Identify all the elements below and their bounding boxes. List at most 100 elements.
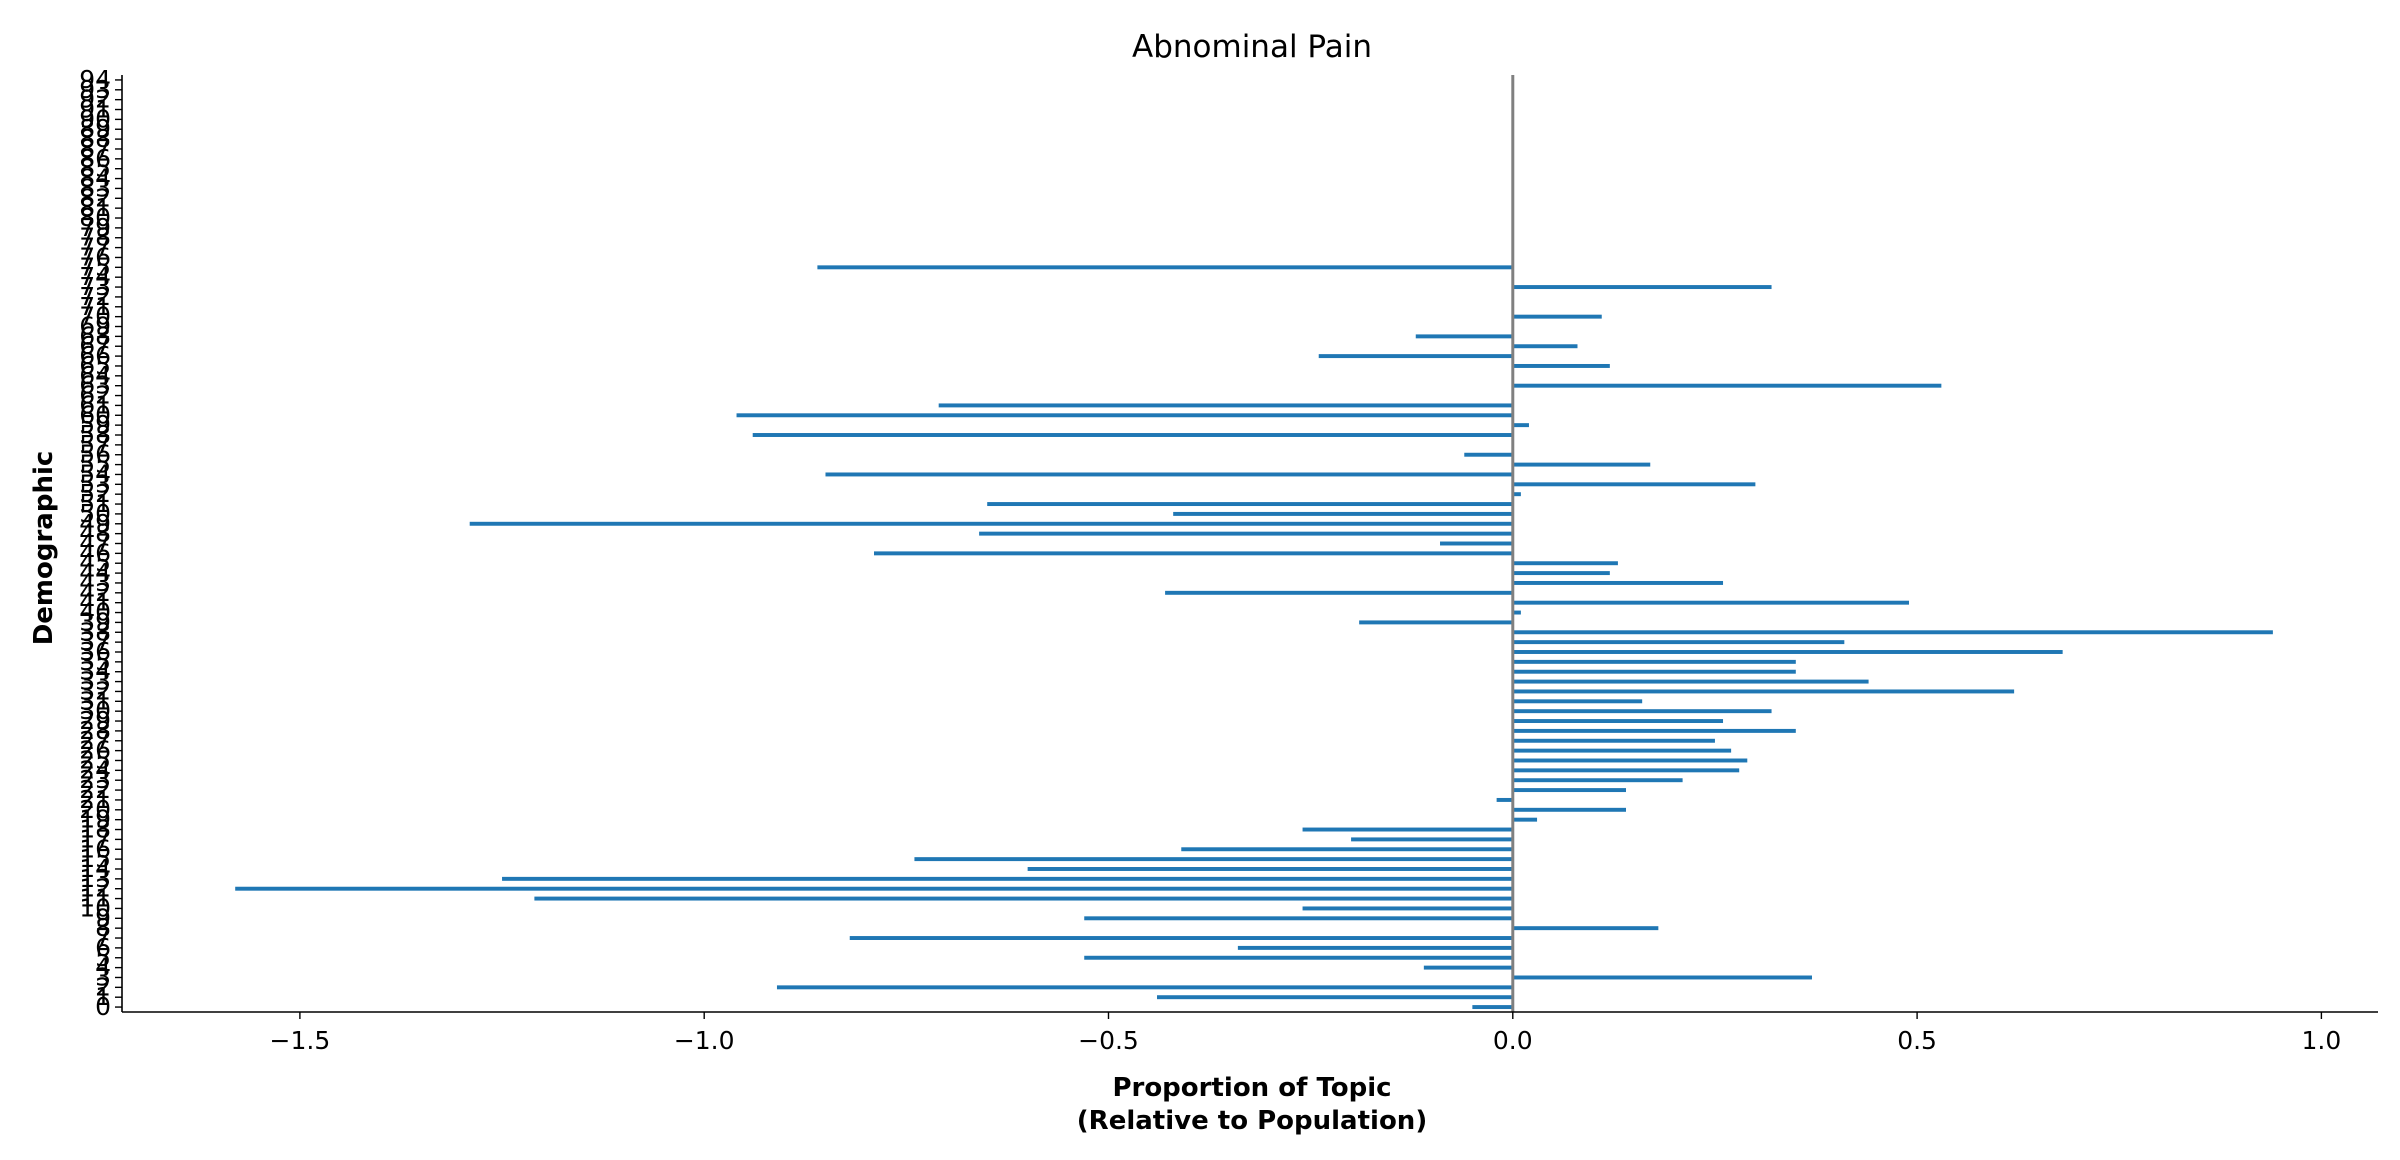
- bars-group: [235, 265, 2273, 1010]
- bar-17: [1351, 837, 1513, 842]
- chart-title: Abnominal Pain: [1132, 29, 1372, 65]
- bar-52: [1512, 492, 1521, 497]
- y-tick-label-66: 66: [79, 341, 111, 370]
- y-tick-label-15: 15: [79, 844, 111, 873]
- bar-29: [1512, 719, 1724, 724]
- y-tick-label-69: 69: [79, 312, 111, 341]
- y-tick-label-23: 23: [79, 765, 111, 794]
- bar-45: [1512, 561, 1618, 566]
- x-tick-label-1: −1.0: [674, 1026, 735, 1055]
- y-tick-label-8: 8: [95, 913, 111, 942]
- y-tick-label-93: 93: [79, 75, 111, 104]
- y-tick-label-89: 89: [79, 114, 111, 143]
- bar-27: [1512, 738, 1715, 743]
- y-tick-label-47: 47: [79, 529, 111, 558]
- y-tick-label-43: 43: [79, 568, 111, 597]
- y-tick-label-4: 4: [95, 953, 111, 982]
- bar-2: [776, 985, 1513, 990]
- y-axis-label: Demographic: [29, 451, 59, 646]
- bar-67: [1512, 344, 1578, 349]
- bar-34: [1512, 669, 1796, 674]
- bar-65: [1512, 363, 1610, 368]
- y-tick-label-25: 25: [79, 745, 111, 774]
- bar-4: [1423, 965, 1513, 970]
- y-tick-label-32: 32: [79, 676, 111, 705]
- bar-18: [1302, 827, 1513, 832]
- y-tick-label-51: 51: [79, 489, 111, 518]
- y-tick-label-64: 64: [79, 361, 111, 390]
- bar-51: [987, 502, 1513, 507]
- y-tick-label-10: 10: [79, 893, 111, 922]
- bar-13: [502, 876, 1513, 881]
- y-tick-label-7: 7: [95, 923, 111, 952]
- y-tick-label-48: 48: [79, 519, 111, 548]
- bar-38: [1512, 630, 2273, 635]
- y-tick-label-58: 58: [79, 420, 111, 449]
- y-tick-label-34: 34: [79, 657, 111, 686]
- y-tick-label-9: 9: [95, 903, 111, 932]
- y-tick-label-5: 5: [95, 943, 111, 972]
- y-tick-label-55: 55: [79, 450, 111, 479]
- bar-28: [1512, 728, 1796, 733]
- bar-58: [752, 433, 1513, 437]
- bar-73: [1512, 285, 1772, 290]
- y-tick-label-92: 92: [79, 85, 111, 114]
- bar-23: [1512, 778, 1683, 783]
- x-tick-label-5: 1.0: [2302, 1026, 2342, 1055]
- bar-35: [1512, 659, 1796, 664]
- y-tick-label-81: 81: [79, 193, 111, 222]
- bar-9: [1084, 916, 1513, 921]
- bar-70: [1512, 314, 1602, 319]
- x-tick-label-4: 0.5: [1897, 1026, 1937, 1055]
- bar-56: [1464, 452, 1513, 457]
- y-tick-label-29: 29: [79, 706, 111, 735]
- bar-47: [1440, 541, 1513, 546]
- bar-33: [1512, 679, 1869, 684]
- bar-11: [534, 896, 1513, 901]
- y-tick-label-13: 13: [79, 864, 111, 893]
- y-tick-label-42: 42: [79, 578, 111, 607]
- x-ticks-group: −1.5 −1.0 −0.5 0.0 0.5 1.0: [270, 1012, 2342, 1055]
- y-tick-label-20: 20: [79, 795, 111, 824]
- y-ticks-group: 0123456789101112131415161718192021222324…: [79, 65, 122, 1021]
- bar-75: [817, 265, 1513, 270]
- y-tick-label-72: 72: [79, 282, 111, 311]
- y-tick-label-22: 22: [79, 775, 111, 804]
- y-tick-label-74: 74: [79, 262, 111, 291]
- bar-48: [979, 531, 1513, 536]
- y-tick-label-86: 86: [79, 144, 111, 173]
- y-tick-label-30: 30: [79, 696, 111, 725]
- y-tick-label-85: 85: [79, 154, 111, 183]
- bar-37: [1512, 640, 1845, 645]
- y-tick-label-62: 62: [79, 381, 111, 410]
- bar-54: [825, 472, 1513, 477]
- y-tick-label-53: 53: [79, 469, 111, 498]
- bar-8: [1512, 926, 1659, 931]
- bar-31: [1512, 699, 1643, 704]
- bar-10: [1302, 906, 1513, 911]
- x-axis-label-line2: (Relative to Population): [1077, 1106, 1427, 1136]
- bar-60: [736, 413, 1513, 418]
- y-tick-label-2: 2: [95, 972, 111, 1001]
- y-tick-label-6: 6: [95, 933, 111, 962]
- bar-12: [235, 886, 1513, 891]
- bar-21: [1496, 797, 1513, 802]
- y-tick-label-67: 67: [79, 331, 111, 360]
- y-tick-label-17: 17: [79, 824, 111, 853]
- y-tick-label-41: 41: [79, 588, 111, 617]
- y-tick-label-26: 26: [79, 736, 111, 765]
- y-tick-label-38: 38: [79, 617, 111, 646]
- bar-42: [1165, 590, 1513, 595]
- y-tick-label-71: 71: [79, 292, 111, 321]
- y-tick-label-12: 12: [79, 874, 111, 903]
- y-tick-label-78: 78: [79, 223, 111, 252]
- y-tick-label-87: 87: [79, 134, 111, 163]
- bar-59: [1512, 423, 1529, 428]
- y-tick-label-94: 94: [79, 65, 111, 94]
- y-tick-label-1: 1: [95, 982, 111, 1011]
- y-tick-label-37: 37: [79, 627, 111, 656]
- bar-61: [938, 403, 1513, 408]
- y-tick-label-19: 19: [79, 805, 111, 834]
- y-tick-label-18: 18: [79, 815, 111, 844]
- bar-49: [469, 521, 1513, 526]
